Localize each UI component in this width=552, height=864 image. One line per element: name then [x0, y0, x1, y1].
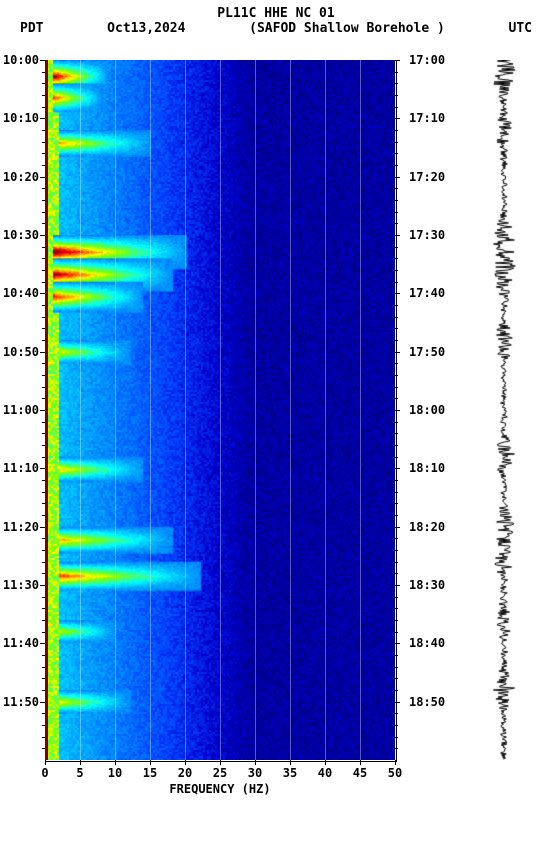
- left-timezone: PDT: [20, 21, 43, 36]
- y-right-label: 18:40: [409, 636, 445, 650]
- y-right-label: 18:20: [409, 520, 445, 534]
- y-right-label: 17:40: [409, 286, 445, 300]
- x-tick-label: 0: [41, 766, 48, 780]
- x-tick-label: 20: [178, 766, 192, 780]
- x-tick-label: 45: [353, 766, 367, 780]
- y-left-label: 10:00: [3, 53, 39, 67]
- y-left-label: 11:00: [3, 403, 39, 417]
- right-timezone: UTC: [509, 21, 532, 36]
- y-left-label: 11:40: [3, 636, 39, 650]
- waveform-column: [490, 60, 518, 760]
- y-left-label: 10:20: [3, 170, 39, 184]
- y-left-label: 11:50: [3, 695, 39, 709]
- y-left-label: 10:10: [3, 111, 39, 125]
- y-left-label: 11:10: [3, 461, 39, 475]
- x-axis-title: FREQUENCY (HZ): [45, 782, 395, 796]
- y-right-label: 17:30: [409, 228, 445, 242]
- y-left-label: 10:50: [3, 345, 39, 359]
- y-left-label: 10:30: [3, 228, 39, 242]
- x-tick-label: 40: [318, 766, 332, 780]
- y-axis-left: 10:0010:1010:2010:3010:4010:5011:0011:10…: [0, 60, 45, 760]
- station-name: (SAFOD Shallow Borehole ): [249, 21, 445, 36]
- y-right-label: 17:20: [409, 170, 445, 184]
- x-tick-label: 10: [108, 766, 122, 780]
- x-tick-label: 25: [213, 766, 227, 780]
- chart-title: PL11C HHE NC 01: [0, 0, 552, 21]
- y-right-label: 18:10: [409, 461, 445, 475]
- x-tick-label: 35: [283, 766, 297, 780]
- chart-subheader: PDT Oct13,2024 (SAFOD Shallow Borehole )…: [0, 21, 552, 42]
- waveform-canvas: [490, 60, 518, 760]
- y-right-label: 18:30: [409, 578, 445, 592]
- x-axis: FREQUENCY (HZ) 05101520253035404550: [45, 760, 395, 800]
- y-right-label: 17:00: [409, 53, 445, 67]
- y-left-label: 11:30: [3, 578, 39, 592]
- y-axis-right: 17:0017:1017:2017:3017:4017:5018:0018:10…: [395, 60, 445, 760]
- y-right-label: 17:50: [409, 345, 445, 359]
- x-tick-label: 5: [76, 766, 83, 780]
- x-tick-label: 15: [143, 766, 157, 780]
- y-left-label: 11:20: [3, 520, 39, 534]
- y-right-label: 18:50: [409, 695, 445, 709]
- y-right-label: 17:10: [409, 111, 445, 125]
- x-tick-label: 30: [248, 766, 262, 780]
- header-date: Oct13,2024: [107, 21, 185, 36]
- y-left-label: 10:40: [3, 286, 39, 300]
- spectrogram-left-edge: [45, 60, 48, 760]
- y-right-label: 18:00: [409, 403, 445, 417]
- spectrogram-plot: [45, 60, 395, 760]
- x-tick-label: 50: [388, 766, 402, 780]
